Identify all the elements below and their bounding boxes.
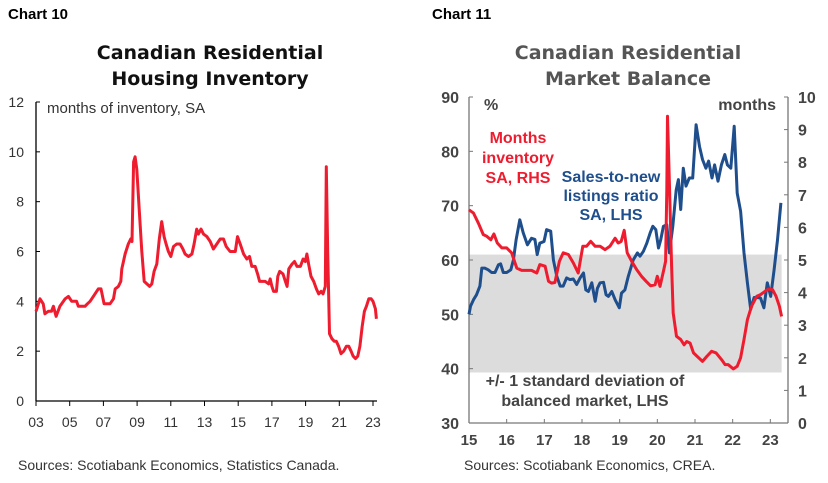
left-tick-label: 50 <box>441 307 459 324</box>
series-label-line: Sales-to-new <box>562 169 661 186</box>
right-tick-label: 4 <box>798 286 807 303</box>
chart10-title-line: Housing Inventory <box>111 68 309 90</box>
series-label-line: Months <box>490 130 547 147</box>
x-tick-label: 03 <box>28 414 44 430</box>
x-tick-label: 11 <box>164 414 179 430</box>
x-tick-label: 13 <box>197 414 213 430</box>
x-tick-label: 23 <box>762 432 779 449</box>
sales-to-new-listings-line <box>467 123 783 315</box>
series-label-line: SA, LHS <box>579 207 642 224</box>
x-tick-label: 05 <box>62 414 78 430</box>
right-tick-label: 0 <box>798 416 807 433</box>
band-label-line: balanced market, LHS <box>501 393 669 410</box>
left-tick-label: 40 <box>441 362 459 379</box>
x-tick-label: 07 <box>96 414 112 430</box>
y-tick-label: 10 <box>8 144 24 160</box>
x-tick-label: 17 <box>264 414 280 430</box>
chart10-title: Canadian Residential Housing Inventory <box>60 40 360 92</box>
chart11-title-line: Market Balance <box>544 68 712 90</box>
left-tick-label: 70 <box>441 199 459 216</box>
right-tick-label: 5 <box>798 253 807 270</box>
right-tick-label: 9 <box>798 123 807 140</box>
x-tick-label: 15 <box>230 414 246 430</box>
x-tick-label: 19 <box>611 432 628 449</box>
x-tick-label: 17 <box>536 432 553 449</box>
right-tick-label: 7 <box>798 188 807 205</box>
left-axis-unit: % <box>484 97 498 114</box>
right-tick-label: 3 <box>798 318 807 335</box>
inventory-line <box>34 155 378 361</box>
chart10-annotation: months of inventory, SA <box>47 100 205 117</box>
chart11-title-line: Canadian Residential <box>514 42 742 64</box>
y-tick-label: 2 <box>16 343 24 359</box>
x-tick-label: 21 <box>687 432 704 449</box>
chart11-source: Sources: Scotiabank Economics, CREA. <box>464 457 716 473</box>
right-tick-label: 2 <box>798 351 807 368</box>
chart11-plot: % months Months inventory SA, RHS Sales-… <box>441 90 816 449</box>
right-axis-unit: months <box>718 97 776 114</box>
chart11-label: Chart 11 <box>432 6 492 23</box>
std-dev-band <box>469 254 782 373</box>
right-tick-label: 6 <box>798 220 807 237</box>
x-tick-label: 23 <box>365 414 381 430</box>
months-inventory-label: Months inventory SA, RHS <box>482 130 554 187</box>
x-tick-label: 20 <box>649 432 666 449</box>
chart10-title-line: Canadian Residential <box>96 42 324 64</box>
y-tick-label: 6 <box>16 244 24 260</box>
months-inventory-line <box>468 114 784 371</box>
chart10-source: Sources: Scotiabank Economics, Statistic… <box>18 457 340 473</box>
y-tick-label: 0 <box>16 393 24 409</box>
left-tick-label: 60 <box>441 253 459 270</box>
band-label: +/- 1 standard deviation of balanced mar… <box>486 373 685 410</box>
x-tick-label: 09 <box>129 414 145 430</box>
y-tick-label: 12 <box>8 94 24 110</box>
series-label-line: listings ratio <box>563 188 658 205</box>
chart11-title: Canadian Residential Market Balance <box>468 40 788 92</box>
y-tick-label: 4 <box>16 293 24 309</box>
series-label-line: SA, RHS <box>486 170 551 187</box>
right-tick-label: 8 <box>798 155 807 172</box>
chart10-plot: months of inventory, SA 0 2 4 6 8 10 12 03 05 07 0… <box>8 94 381 430</box>
x-tick-label: 21 <box>332 414 348 430</box>
sales-to-new-listings-label: Sales-to-new listings ratio SA, LHS <box>562 169 661 224</box>
right-tick-label: 10 <box>798 90 816 107</box>
x-tick-label: 16 <box>498 432 515 449</box>
x-tick-label: 19 <box>298 414 314 430</box>
series-label-line: inventory <box>482 150 554 167</box>
x-tick-label: 15 <box>461 432 478 449</box>
x-tick-label: 18 <box>574 432 591 449</box>
left-tick-label: 90 <box>441 90 459 107</box>
x-tick-label: 22 <box>724 432 741 449</box>
band-label-line: +/- 1 standard deviation of <box>486 373 685 390</box>
chart10-label: Chart 10 <box>8 6 69 23</box>
left-tick-label: 80 <box>441 144 459 161</box>
right-tick-label: 1 <box>798 383 807 400</box>
left-tick-label: 30 <box>441 416 459 433</box>
y-tick-label: 8 <box>16 194 24 210</box>
